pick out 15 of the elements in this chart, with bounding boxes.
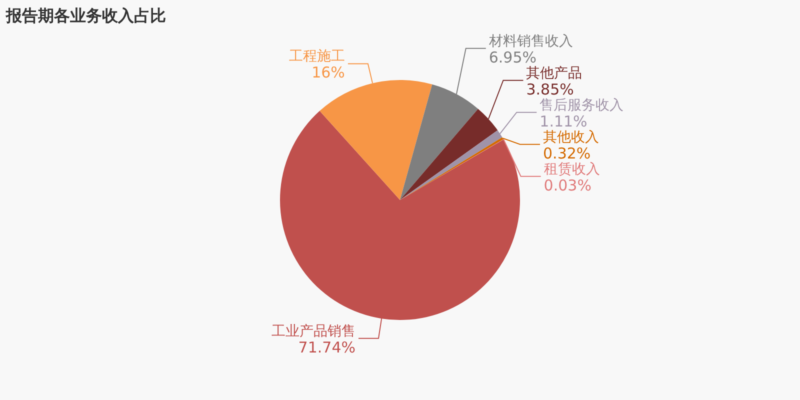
data-label: 1.11% [540,112,588,130]
slice-label: 售后服务收入 [540,97,624,114]
data-label: 71.74% [298,338,356,356]
slice-label: 其他产品 [526,65,582,82]
data-label: 0.03% [544,176,592,194]
slice-label: 材料销售收入 [488,33,573,50]
data-label: 16% [312,64,345,82]
data-label: 6.95% [488,48,537,66]
data-label: 0.32% [543,144,591,162]
text: 报告期各业务收入占比 [5,6,166,25]
data-label: 3.85% [526,80,574,98]
slice-label: 工业产品销售 [272,323,356,340]
slice-label: 租赁收入 [544,161,600,178]
slice-label: 工程施工 [288,48,345,65]
slice-label: 其他收入 [543,129,600,146]
